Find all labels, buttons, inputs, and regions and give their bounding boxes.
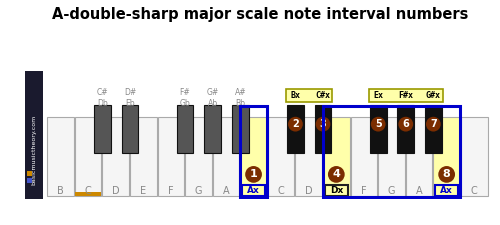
Text: E: E [140,186,146,196]
Text: G: G [194,186,202,196]
Text: A-double-sharp major scale note interval numbers: A-double-sharp major scale note interval… [52,7,468,22]
Ellipse shape [316,117,330,132]
Text: D: D [112,186,120,196]
Bar [323,106,460,197]
Bar [398,106,414,153]
Text: 2: 2 [292,119,299,129]
Text: 1: 1 [250,169,258,179]
Bar [287,106,304,153]
Bar [434,117,460,196]
Text: A: A [416,186,422,196]
Text: D: D [305,186,312,196]
Bar [323,117,349,196]
Text: 4: 4 [332,169,340,179]
Text: F: F [361,186,366,196]
Bar [350,117,377,196]
Text: C#x: C#x [316,91,330,100]
Text: F#x: F#x [398,91,413,100]
Bar [75,117,102,196]
Bar [296,117,322,196]
Text: Ax: Ax [247,186,260,195]
Bar [158,117,184,196]
Text: D#
Eb: D# Eb [124,88,136,108]
Bar [122,106,138,153]
Text: Bx: Bx [290,91,300,100]
Text: C#
Db: C# Db [96,88,108,108]
Ellipse shape [371,117,386,132]
Text: G: G [388,186,395,196]
Bar [242,185,265,196]
Text: 8: 8 [443,169,450,179]
Bar [406,117,432,196]
Bar [75,192,101,196]
Text: C: C [471,186,478,196]
Text: A#
Bb: A# Bb [234,88,246,108]
Ellipse shape [426,117,440,132]
Bar [232,106,248,153]
Bar [212,117,240,196]
Bar [25,71,42,199]
Ellipse shape [288,117,303,132]
Ellipse shape [328,166,344,183]
Text: C: C [84,186,91,196]
Bar [185,117,212,196]
Bar [425,106,442,153]
Bar [204,106,221,153]
Text: basicmusictheory.com: basicmusictheory.com [32,115,36,185]
Bar [240,106,267,197]
Text: Ex: Ex [373,91,383,100]
Text: Ax: Ax [440,186,453,195]
Text: 5: 5 [375,119,382,129]
Bar [369,89,442,103]
Text: C: C [278,186,284,196]
Text: G#
Ab: G# Ab [206,88,219,108]
Bar [27,171,32,176]
Bar [268,117,294,196]
Text: B: B [57,186,64,196]
Bar [325,185,347,196]
Text: 7: 7 [430,119,436,129]
Text: F#
Gb: F# Gb [180,88,190,108]
Bar [314,106,332,153]
Bar [94,106,110,153]
Bar [130,117,156,196]
Bar [436,185,458,196]
Bar [240,117,267,196]
Text: F: F [168,186,173,196]
Bar [47,117,74,196]
Text: A: A [222,186,230,196]
Bar [370,106,386,153]
Text: G#x: G#x [426,91,441,100]
Bar [286,89,333,103]
Text: 3: 3 [320,119,326,129]
Ellipse shape [245,166,262,183]
Bar [378,117,405,196]
Ellipse shape [398,117,413,132]
Bar [461,117,487,196]
Bar [176,106,194,153]
Text: Dx: Dx [330,186,343,195]
Bar [102,117,129,196]
Bar [27,178,32,183]
Ellipse shape [438,166,455,183]
Text: 6: 6 [402,119,409,129]
